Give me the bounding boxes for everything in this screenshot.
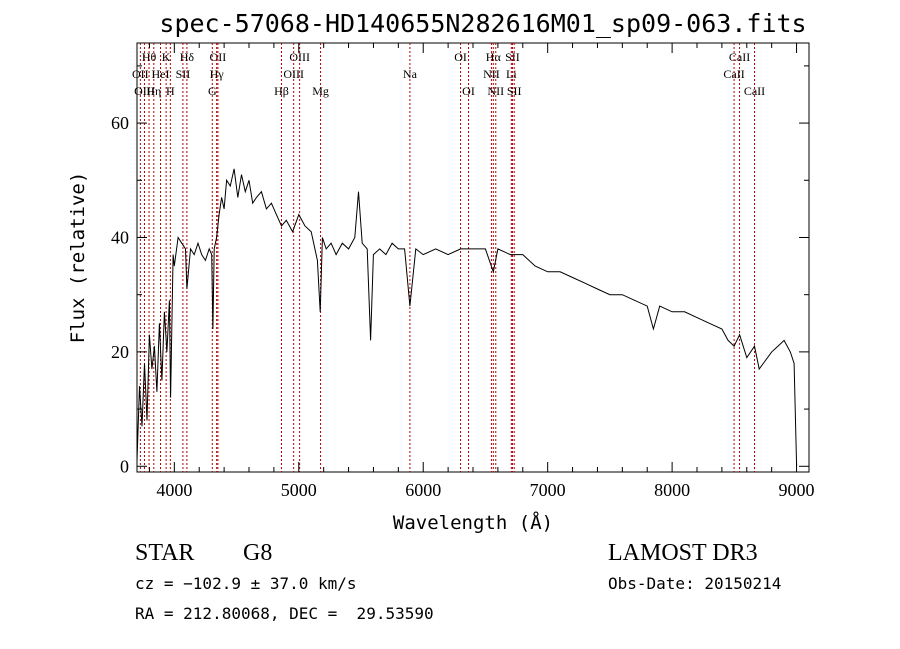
- line-marker-label-10: Hγ: [210, 67, 225, 81]
- line-marker-label-8: SII: [176, 67, 191, 81]
- line-marker-label-21: NII: [487, 84, 504, 98]
- x-tick-label-0: 4000: [156, 480, 192, 500]
- y-tick-label-3: 60: [111, 113, 129, 133]
- line-marker-label-25: CaII: [729, 50, 750, 64]
- chart-title: spec-57068-HD140655N282616M01_sp09-063.f…: [159, 9, 806, 38]
- spectrum-line: [136, 168, 798, 467]
- line-marker-label-1: OII: [132, 67, 149, 81]
- line-marker-label-17: OI: [454, 50, 467, 64]
- line-marker-label-0: Hθ: [142, 50, 157, 64]
- y-axis-label: Flux (relative): [67, 172, 89, 344]
- x-tick-label-4: 8000: [654, 480, 690, 500]
- line-marker-label-18: OI: [462, 84, 475, 98]
- y-tick-label-0: 0: [120, 456, 129, 476]
- line-marker-label-16: Na: [403, 67, 418, 81]
- line-marker-label-24: SII: [507, 84, 522, 98]
- line-marker-label-14: OIII: [283, 67, 304, 81]
- line-marker-label-6: H: [166, 84, 175, 98]
- line-marker-label-26: CaII: [723, 67, 744, 81]
- y-tick-label-2: 40: [111, 227, 129, 247]
- line-marker-label-27: CaII: [744, 84, 765, 98]
- line-marker-label-5: HeI: [152, 67, 170, 81]
- spectral-subclass: G8: [243, 540, 273, 566]
- y-tick-label-1: 20: [111, 342, 129, 362]
- x-tick-label-1: 5000: [281, 480, 317, 500]
- line-marker-label-23: Li: [506, 67, 517, 81]
- line-marker-label-15: Mg: [312, 84, 329, 98]
- object-class: STAR: [135, 540, 195, 566]
- coordinates: RA = 212.80068, DEC = 29.53590: [135, 604, 434, 623]
- line-marker-label-22: SII: [505, 50, 520, 64]
- line-marker-label-4: K: [162, 50, 171, 64]
- line-marker-label-2: OIII: [134, 84, 155, 98]
- line-marker-label-9: OII: [210, 50, 227, 64]
- line-marker-label-19: Hα: [486, 50, 502, 64]
- survey-name: LAMOST DR3: [608, 540, 758, 566]
- x-axis-label: Wavelength (Å): [393, 511, 553, 534]
- line-marker-label-12: Hβ: [274, 84, 289, 98]
- line-marker-label-3: Hη: [146, 84, 161, 98]
- x-tick-label-3: 7000: [530, 480, 566, 500]
- plot-frame: [136, 42, 810, 473]
- line-marker-label-7: Hδ: [180, 50, 195, 64]
- line-marker-label-11: G: [208, 84, 217, 98]
- x-tick-label-5: 9000: [779, 480, 815, 500]
- redshift-velocity: cz = −102.9 ± 37.0 km/s: [135, 574, 357, 593]
- x-tick-label-2: 6000: [405, 480, 441, 500]
- line-marker-label-20: NII: [483, 67, 500, 81]
- observation-date: Obs-Date: 20150214: [608, 574, 782, 593]
- line-marker-label-13: OIII: [289, 50, 310, 64]
